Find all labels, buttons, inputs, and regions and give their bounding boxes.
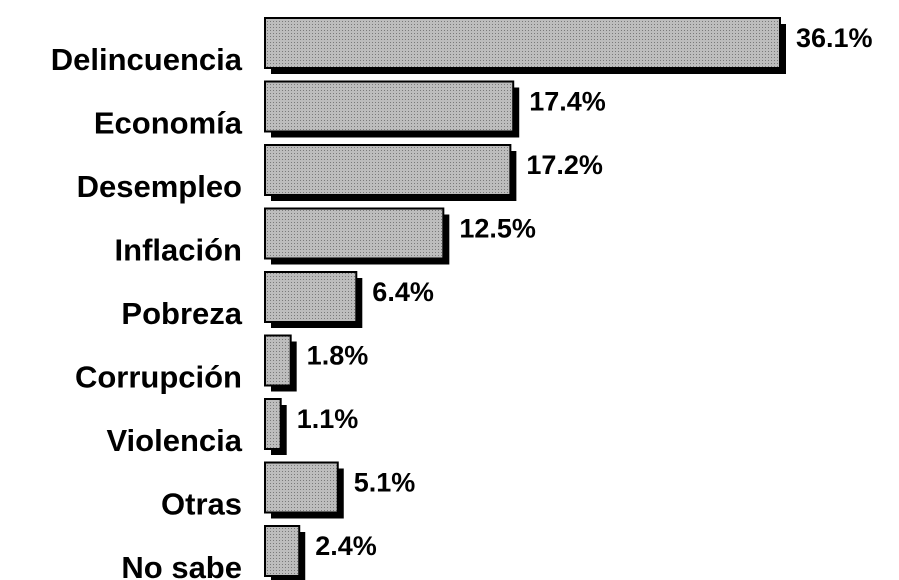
value-label: 1.8% (307, 341, 369, 371)
category-label: Violencia (106, 423, 242, 458)
category-label: Otras (161, 487, 242, 522)
bar (264, 334, 292, 387)
bar (264, 144, 512, 196)
category-label: Economía (94, 106, 243, 141)
category-label: Pobreza (121, 296, 242, 331)
value-label: 2.4% (315, 531, 377, 561)
value-label: 1.1% (297, 404, 359, 434)
value-label: 5.1% (354, 468, 416, 498)
value-label: 6.4% (372, 277, 434, 307)
category-label: Delincuencia (51, 42, 243, 77)
value-label: 17.4% (529, 87, 606, 117)
bar (264, 271, 358, 323)
bar (264, 461, 339, 514)
bar (264, 207, 445, 260)
category-label: No sabe (121, 550, 242, 580)
value-label: 17.2% (526, 150, 603, 180)
value-label: 12.5% (459, 214, 536, 244)
bar (264, 398, 282, 450)
bar (264, 17, 781, 69)
category-label: Desempleo (77, 169, 242, 204)
bar (264, 525, 301, 577)
category-label: Corrupción (75, 360, 242, 395)
value-label: 36.1% (796, 23, 873, 53)
bar (264, 80, 515, 133)
category-label: Inflación (115, 233, 242, 268)
